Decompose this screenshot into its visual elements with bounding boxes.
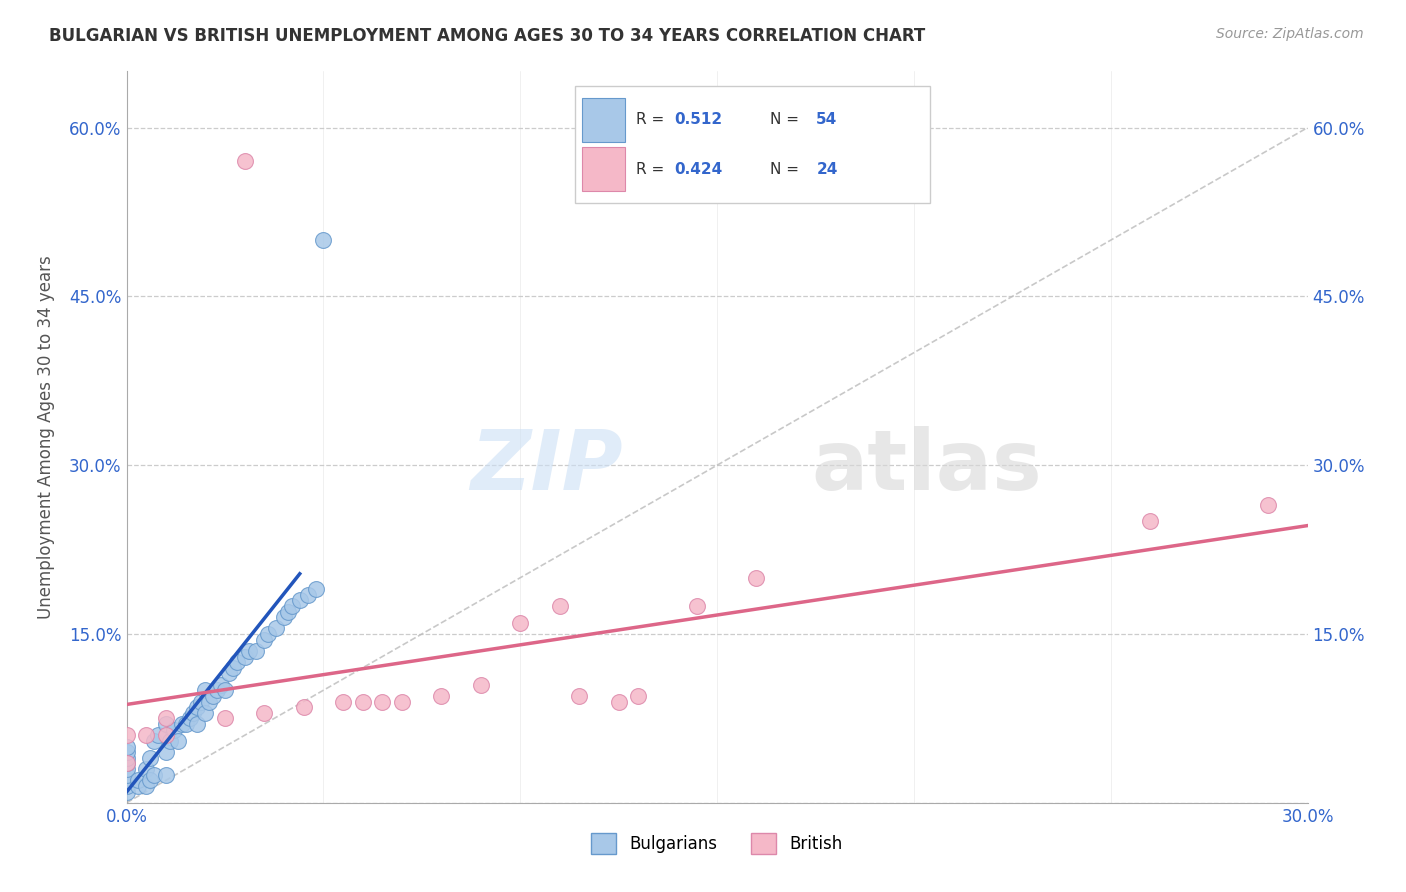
- Point: [166, 734, 188, 748]
- Point: [297, 588, 319, 602]
- Point: [245, 644, 267, 658]
- Text: BULGARIAN VS BRITISH UNEMPLOYMENT AMONG AGES 30 TO 34 YEARS CORRELATION CHART: BULGARIAN VS BRITISH UNEMPLOYMENT AMONG …: [49, 27, 925, 45]
- Point: [292, 700, 315, 714]
- Point: [371, 694, 394, 708]
- Point: [139, 751, 162, 765]
- Point: [352, 694, 374, 708]
- Point: [186, 717, 208, 731]
- Point: [304, 582, 326, 596]
- Point: [281, 599, 304, 613]
- Point: [174, 717, 197, 731]
- Point: [115, 773, 138, 788]
- Point: [312, 233, 335, 247]
- Point: [1257, 498, 1279, 512]
- Point: [607, 694, 630, 708]
- Legend: Bulgarians, British: Bulgarians, British: [585, 827, 849, 860]
- Point: [198, 694, 221, 708]
- Point: [115, 728, 138, 742]
- Point: [745, 571, 768, 585]
- Point: [163, 723, 186, 737]
- Point: [233, 649, 256, 664]
- Point: [233, 154, 256, 169]
- Point: [194, 683, 217, 698]
- Point: [548, 599, 571, 613]
- Point: [509, 615, 531, 630]
- Point: [218, 666, 240, 681]
- Point: [115, 784, 138, 798]
- Text: atlas: atlas: [811, 425, 1042, 507]
- Point: [179, 711, 201, 725]
- Y-axis label: Unemployment Among Ages 30 to 34 years: Unemployment Among Ages 30 to 34 years: [38, 255, 55, 619]
- Point: [430, 689, 453, 703]
- Point: [115, 739, 138, 754]
- Point: [155, 717, 177, 731]
- Point: [1139, 515, 1161, 529]
- Point: [470, 678, 492, 692]
- Point: [190, 694, 212, 708]
- Point: [155, 728, 177, 742]
- Point: [146, 728, 169, 742]
- Point: [222, 661, 245, 675]
- Point: [391, 694, 413, 708]
- Text: Source: ZipAtlas.com: Source: ZipAtlas.com: [1216, 27, 1364, 41]
- Point: [273, 610, 295, 624]
- Point: [115, 767, 138, 781]
- Point: [115, 756, 138, 771]
- Text: ZIP: ZIP: [470, 425, 623, 507]
- Point: [135, 762, 157, 776]
- Point: [257, 627, 280, 641]
- Point: [155, 767, 177, 781]
- Point: [115, 751, 138, 765]
- Point: [332, 694, 354, 708]
- Point: [264, 621, 287, 635]
- Point: [686, 599, 709, 613]
- Point: [139, 773, 162, 788]
- Point: [186, 700, 208, 714]
- Point: [202, 689, 225, 703]
- Point: [627, 689, 650, 703]
- Point: [225, 655, 247, 669]
- Point: [277, 605, 299, 619]
- Point: [170, 717, 193, 731]
- Point: [205, 683, 228, 698]
- Point: [115, 745, 138, 759]
- Point: [214, 683, 236, 698]
- Point: [568, 689, 591, 703]
- Point: [115, 756, 138, 771]
- Point: [214, 711, 236, 725]
- Point: [135, 728, 157, 742]
- Point: [155, 745, 177, 759]
- Point: [183, 706, 205, 720]
- Point: [238, 644, 260, 658]
- Point: [253, 706, 276, 720]
- Point: [115, 762, 138, 776]
- Point: [127, 773, 149, 788]
- Point: [135, 779, 157, 793]
- Point: [143, 767, 166, 781]
- Point: [209, 678, 232, 692]
- Point: [127, 779, 149, 793]
- Point: [288, 593, 311, 607]
- Point: [159, 734, 181, 748]
- Point: [115, 779, 138, 793]
- Point: [143, 734, 166, 748]
- Point: [194, 706, 217, 720]
- Point: [155, 711, 177, 725]
- Point: [253, 632, 276, 647]
